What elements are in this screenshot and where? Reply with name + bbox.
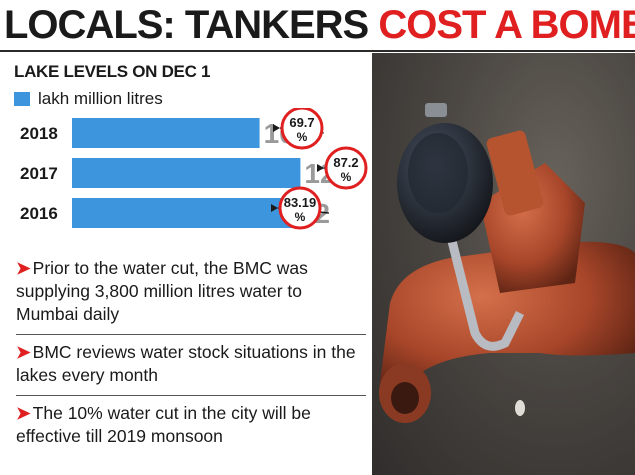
percent-sign: % <box>297 130 308 144</box>
legend-label: lakh million litres <box>38 89 163 108</box>
bullet-item-2: ➤ BMC reviews water stock situations in t… <box>16 339 366 393</box>
year-label: 2016 <box>20 204 58 223</box>
bullet-item-3: ➤ The 10% water cut in the city will be e… <box>16 400 366 454</box>
arrow-head-icon <box>317 164 324 172</box>
bar-2017 <box>72 158 301 188</box>
arrow-head-icon <box>271 204 278 212</box>
arrow-head-icon <box>273 124 280 132</box>
bullet-item-1: ➤ Prior to the water cut, the BMC was sup… <box>16 255 366 332</box>
headline-part-2: COST A BOMB <box>378 3 635 47</box>
legend-swatch <box>14 92 30 106</box>
percent-sign: % <box>341 170 352 184</box>
bullet-text-1: Prior to the water cut, the BMC was supp… <box>16 258 308 324</box>
chart-legend: lakh million litres <box>14 89 163 108</box>
bullet-text-2: BMC reviews water stock situations in th… <box>16 342 356 385</box>
arrow-icon: ➤ <box>16 403 31 423</box>
headline-part-1: LOCALS: TANKERS <box>4 3 379 47</box>
bullet-list: ➤ Prior to the water cut, the BMC was sup… <box>16 255 366 454</box>
water-tap-illustration <box>370 53 635 475</box>
chart-title: LAKE LEVELS ON DEC 1 <box>14 62 211 81</box>
year-label: 2018 <box>20 124 58 143</box>
percent-circle <box>278 186 322 230</box>
lake-levels-chart: 201810.169.7%201712.387.2%20161283.19% <box>20 108 368 230</box>
percent-circle <box>280 108 324 150</box>
arrow-icon: ➤ <box>16 258 31 278</box>
divider <box>16 334 366 335</box>
water-tap-photo <box>370 53 635 475</box>
bar-2018 <box>72 118 260 148</box>
headline-rule <box>0 50 635 52</box>
percent-value: 83.19 <box>284 195 317 210</box>
bullet-text-3: The 10% water cut in the city will be ef… <box>16 403 311 446</box>
percent-value: 87.2 <box>333 155 358 170</box>
divider <box>16 395 366 396</box>
headline: LOCALS: TANKERS COST A BOMB <box>4 2 635 48</box>
percent-value: 69.7 <box>289 115 314 130</box>
arrow-icon: ➤ <box>16 342 31 362</box>
bar-2016 <box>72 198 295 228</box>
percent-sign: % <box>295 210 306 224</box>
percent-circle <box>324 146 368 190</box>
year-label: 2017 <box>20 164 58 183</box>
